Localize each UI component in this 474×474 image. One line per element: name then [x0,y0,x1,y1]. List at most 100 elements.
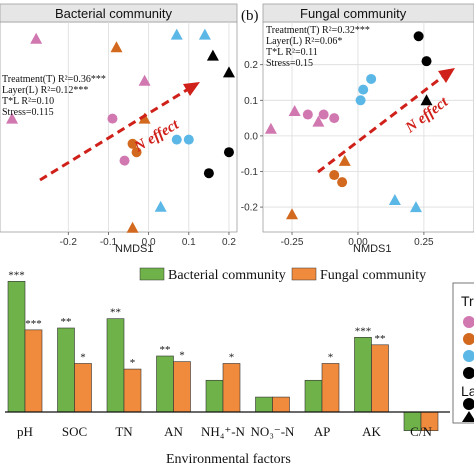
panel-a-frame [0,21,238,233]
significance-label: ** [61,316,72,328]
y-tick-label: 0.1 [244,96,258,107]
right-legend-treatment-dot [463,367,474,379]
circle-point [131,147,142,158]
y-tick-label: -0.1 [241,167,259,178]
triangle-point [198,28,211,40]
x-tick-label: 0.2 [222,237,236,248]
right-legend-treatment-dot [463,350,474,362]
bar-legend-fungal-swatch [291,267,317,281]
triangle-point [138,112,151,124]
x-tick-label: -0.2 [60,237,78,248]
category-label: AK [362,424,381,439]
triangle-point [170,28,183,40]
circle-point [107,113,118,124]
circle-point [329,170,340,181]
y-tick-label: -0.2 [241,203,259,214]
category-label: NH₄⁺-N [201,424,245,439]
x-tick-label: 0.25 [414,237,434,248]
bar-legend-bacterial-swatch [139,267,165,281]
bacterial-nmds-panel: Bacterial community Treatment(T) R²=0.36… [0,3,238,255]
stats-line: Stress=0.15 [266,58,313,69]
circle-point [183,134,194,145]
bar-fungal [321,363,340,413]
bar-fungal [24,329,43,413]
stats-line: T*L R²=0.10 [2,96,54,107]
bar-bacterial [255,396,273,413]
significance-label: *** [25,318,42,330]
circle-point [127,138,138,149]
stats-line: Layer(L) R²=0.12*** [2,85,88,96]
triangle-point [110,41,123,53]
triangle-point [409,201,422,213]
y-tick-label: 0.2 [244,60,258,71]
panel-a-title: Bacterial community [55,6,173,21]
circle-point [413,31,424,42]
stats-line: Layer(L) R²=0.06* [266,36,342,47]
bar-bacterial [205,379,224,413]
panel-b-stats: Treatment(T) R²=0.32***Layer(L) R²=0.06*… [266,25,370,69]
panel-a-points [6,28,235,233]
category-label: AP [314,424,331,439]
bar-bacterial [354,337,372,413]
stats-line: Treatment(T) R²=0.32*** [266,25,370,36]
x-tick-label: 0.1 [182,237,196,248]
panel-a-arrow-head [183,82,200,96]
significance-label: ** [160,344,171,356]
x-tick-label: -0.1 [100,237,118,248]
significance-label: * [130,357,136,369]
circle-point [302,109,313,120]
circle-point [366,73,377,84]
right-legend-treatment-markers [463,316,474,379]
circle-point [119,155,130,166]
right-legend: Tr La [452,282,474,424]
x-tick-label: 0.0 [142,237,156,248]
triangle-point [126,221,139,233]
triangle-point [312,115,325,127]
right-legend-layer-circle [463,398,474,410]
panel-b-title: Fungal community [300,6,407,21]
significance-label: ** [110,307,121,319]
category-label: SOC [62,424,87,439]
triangle-point [420,94,433,106]
circle-point [421,56,432,67]
bar-fungal [123,368,142,413]
category-label: NO₃⁻-N [251,424,295,439]
triangle-point [338,154,351,166]
significance-label: * [229,351,235,363]
bar-x-label: Environmental factors [166,452,291,467]
panel-a-x-label: NMDS1 [115,243,154,255]
significance-label: * [328,351,334,363]
category-label: pH [17,424,33,439]
panel-b-arrow-head [438,68,455,83]
circle-point [355,95,366,106]
bar-bacterial [304,379,323,413]
panel-b-points [264,31,433,220]
right-legend-treatment-dot [463,333,474,345]
panel-a-x-ticks: -0.2 -0.1 0.0 0.1 0.2 [60,232,236,248]
bar-bacterial [106,318,125,413]
circle-point [223,147,234,158]
significance-label: *** [8,269,25,281]
panel-b-y-ticks: 0.2 0.1 0.0 -0.1 -0.2 [241,60,263,214]
right-legend-treatment-title: Tr [461,293,474,309]
panel-b-title-strip [262,3,474,23]
panel-a-title-strip [0,3,238,23]
triangle-point [6,112,19,124]
panel-a-n-effect-arrow [39,86,191,182]
triangle-point [264,122,277,134]
bar-fungal [173,361,191,413]
bar-bacterial [57,327,75,413]
triangle-point [30,32,43,44]
category-label: C/N [410,424,432,439]
bar-fungal [222,363,241,413]
environmental-factors-bar-panel: Bacterial community Fungal community ***… [5,267,450,467]
panel-a-stats: Treatment(T) R²=0.36***Layer(L) R²=0.12*… [2,74,106,118]
panel-b-x-label: NMDS1 [353,243,392,255]
stats-line: Stress=0.115 [2,107,54,118]
bar-legend-bacterial-label: Bacterial community [168,268,286,283]
triangle-point [222,66,235,78]
panel-a-grid [67,22,230,232]
category-label: AN [164,424,183,439]
fungal-nmds-panel: (b) Fungal community Treatment(T) R²=0.3… [241,3,474,255]
bar-fungal [371,344,389,413]
